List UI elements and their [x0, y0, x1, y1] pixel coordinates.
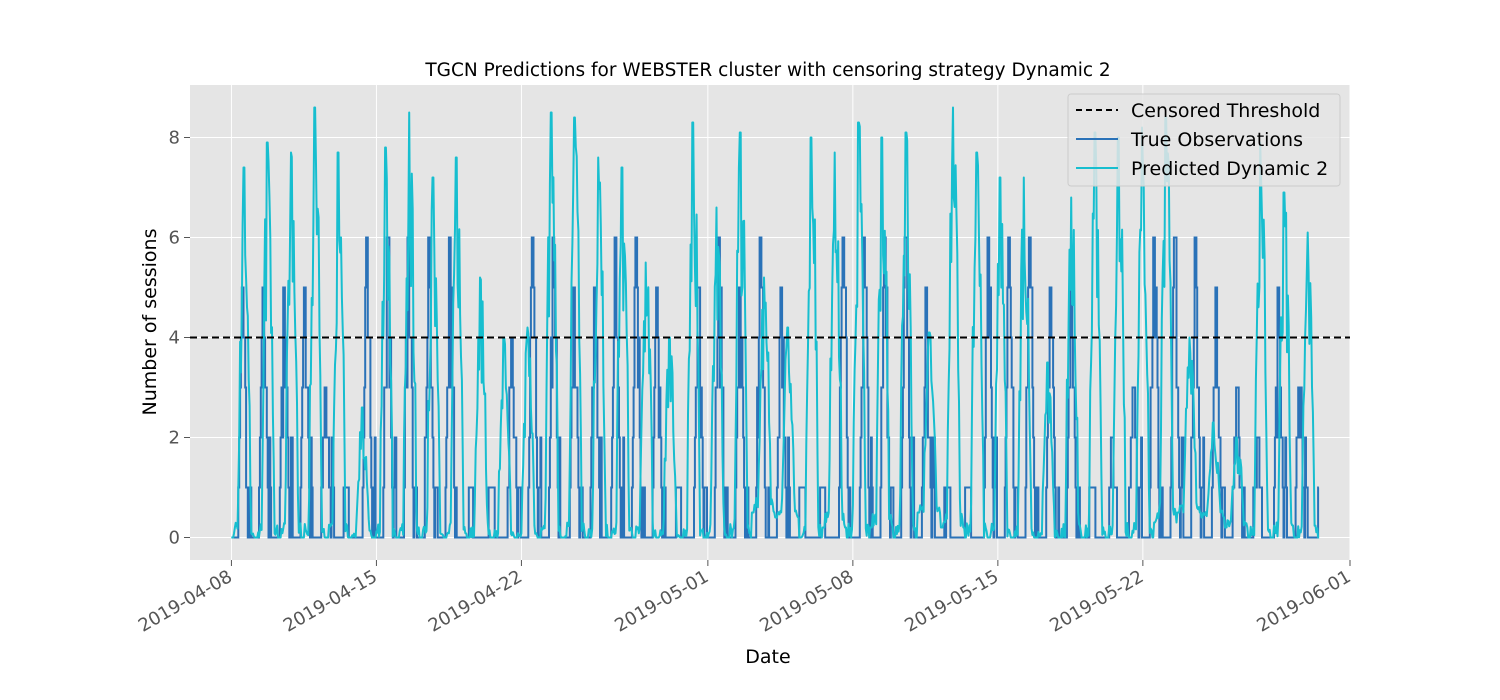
- legend-label-predicted-dynamic-2: Predicted Dynamic 2: [1131, 158, 1328, 180]
- chart-title: TGCN Predictions for WEBSTER cluster wit…: [424, 60, 1110, 81]
- y-tick-label: 8: [169, 128, 180, 149]
- series-layer: [190, 106, 1350, 539]
- y-tick-label: 2: [169, 428, 180, 449]
- y-tick-label: 0: [169, 528, 180, 549]
- y-tick-label: 4: [169, 328, 180, 349]
- y-axis-label: Number of sessions: [139, 229, 161, 416]
- series-line-predicted-dynamic-2: [231, 106, 1320, 539]
- legend: Censored Threshold True Observations Pre…: [1067, 93, 1341, 187]
- y-tick-label: 6: [169, 228, 180, 249]
- legend-box: [1067, 93, 1341, 187]
- legend-label-true-observations: True Observations: [1130, 129, 1303, 151]
- x-axis-label: Date: [745, 646, 790, 668]
- legend-label-censored-threshold: Censored Threshold: [1131, 100, 1320, 122]
